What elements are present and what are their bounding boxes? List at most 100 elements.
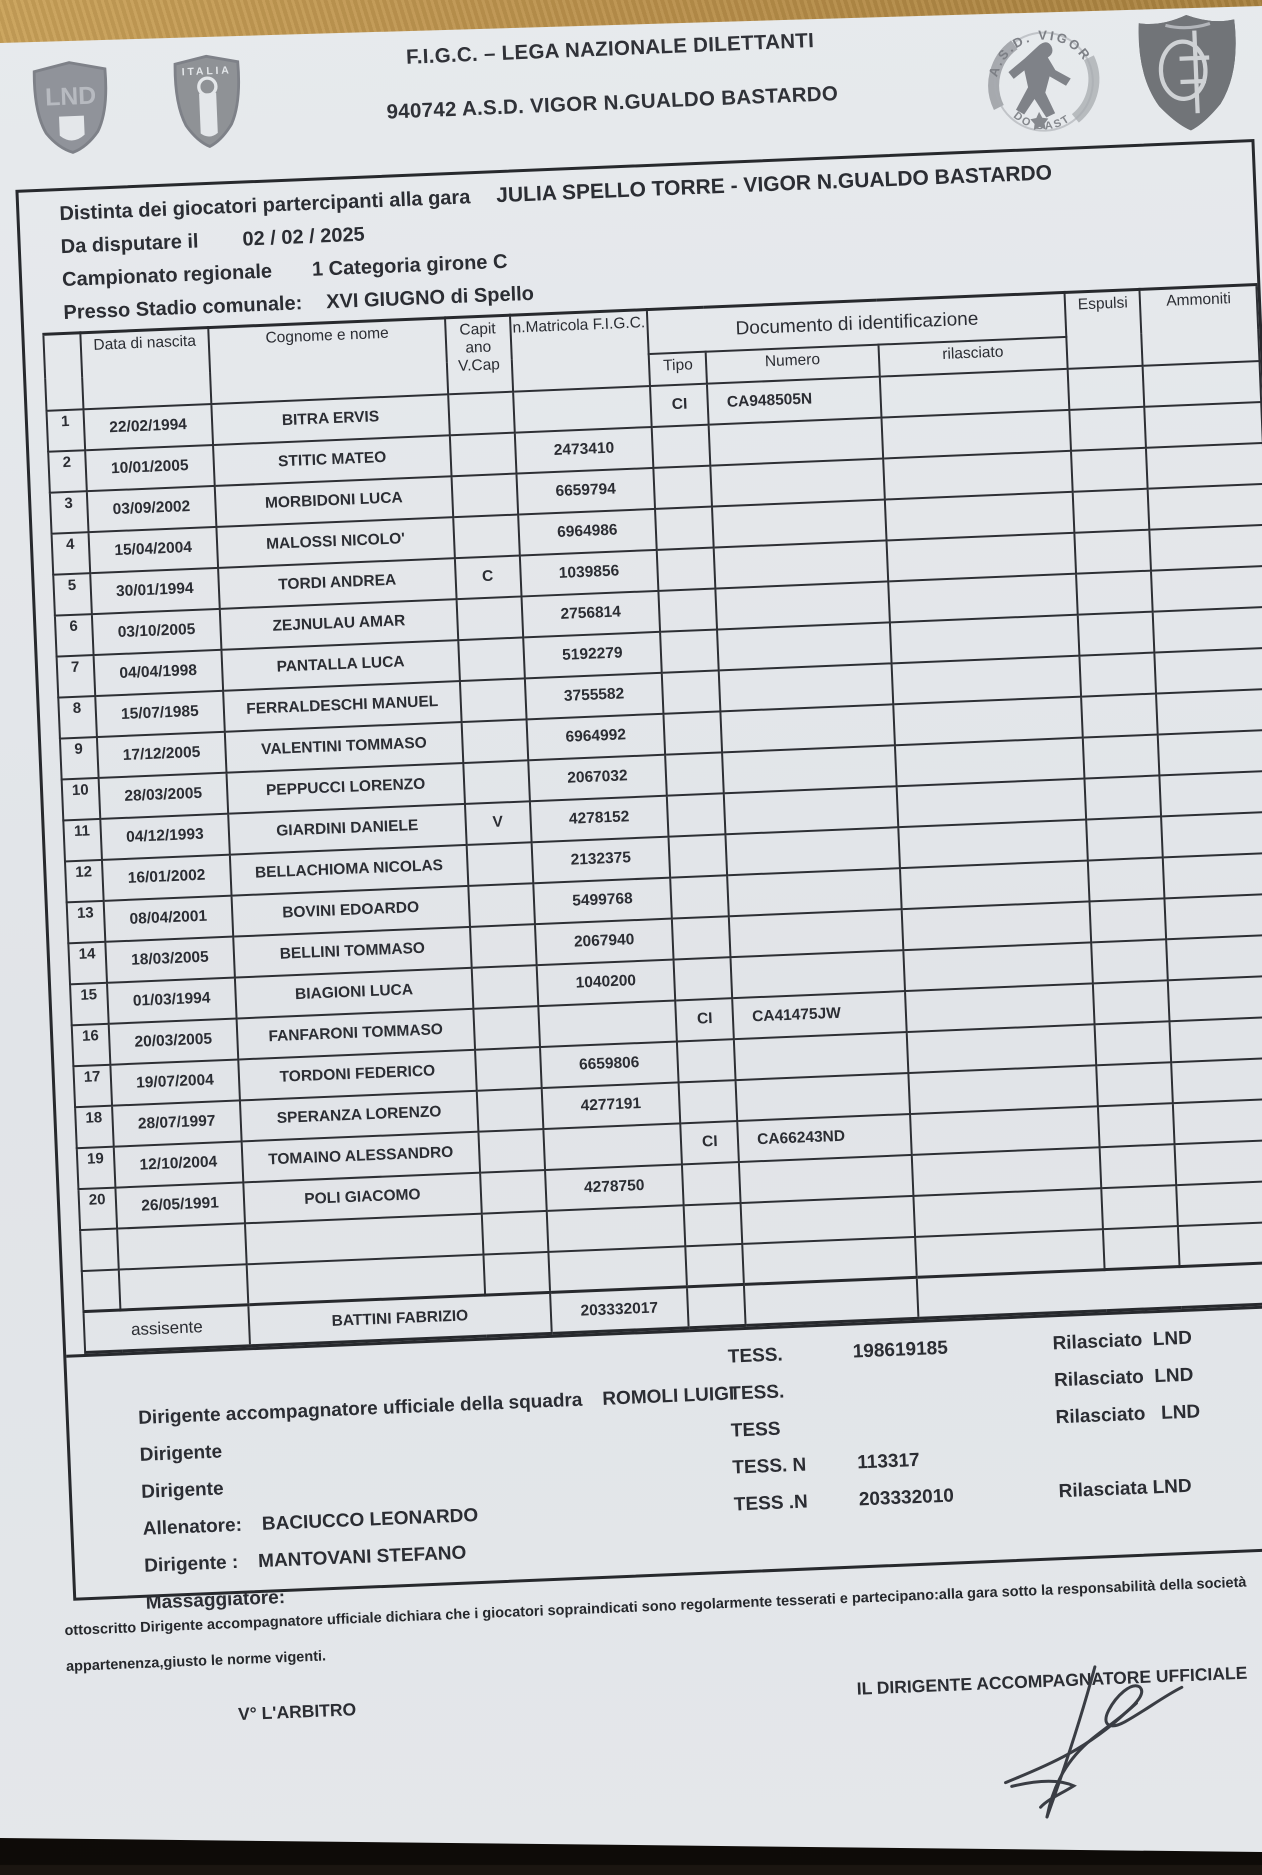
row-number: 19 bbox=[76, 1146, 115, 1189]
matricola-cell: 2067032 bbox=[527, 754, 668, 801]
birth-date-cell: 28/07/1997 bbox=[111, 1099, 242, 1147]
birth-date-cell: 10/01/2005 bbox=[84, 444, 215, 491]
handwritten-signature bbox=[1004, 1665, 1184, 1819]
doc-tipo-cell bbox=[682, 1161, 741, 1205]
espulsi-cell bbox=[1079, 652, 1157, 697]
birth-date-cell: 15/04/2004 bbox=[87, 526, 219, 573]
ammoniti-cell bbox=[1152, 606, 1262, 653]
doc-numero-cell bbox=[723, 785, 898, 834]
espulsi-cell bbox=[1096, 1061, 1174, 1106]
ammoniti-cell bbox=[1157, 729, 1262, 775]
row-number: 10 bbox=[61, 777, 100, 820]
captain-cell: C bbox=[454, 555, 521, 599]
birth-date-cell: 22/02/1994 bbox=[82, 403, 214, 450]
form-outer-box: Distinta dei giocatori partercipanti all… bbox=[15, 139, 1262, 1614]
birth-date-cell: 17/12/2005 bbox=[96, 731, 227, 778]
captain-cell bbox=[447, 391, 515, 435]
federation-titles: F.I.G.C. – LEGA NAZIONALE DILETTANTI 940… bbox=[244, 20, 979, 130]
birth-date-cell: 26/05/1991 bbox=[114, 1181, 246, 1229]
staff-tess-number: 203332010 bbox=[858, 1485, 955, 1511]
date-value: 02 / 02 / 2025 bbox=[242, 223, 366, 251]
matricola-cell: 2132375 bbox=[531, 836, 671, 883]
captain-cell bbox=[472, 1005, 540, 1050]
matricola-cell: 1039856 bbox=[519, 549, 659, 596]
row-number: 5 bbox=[53, 572, 92, 616]
matricola-cell: 4278750 bbox=[544, 1163, 685, 1211]
birth-date-cell: 12/10/2004 bbox=[113, 1140, 244, 1188]
row-number: 8 bbox=[58, 695, 97, 739]
staff-tess-label: TESS. bbox=[728, 1381, 785, 1405]
birth-date-cell: 03/09/2002 bbox=[86, 485, 217, 532]
doc-tipo-cell bbox=[657, 547, 716, 591]
doc-tipo-cell bbox=[678, 1079, 738, 1123]
ammoniti-cell bbox=[1176, 1179, 1262, 1226]
doc-numero-cell bbox=[734, 1031, 908, 1080]
ammoniti-cell bbox=[1173, 1097, 1262, 1144]
birth-date-cell: 15/07/1985 bbox=[94, 690, 226, 737]
staff-released-label: Rilasciato LND bbox=[1053, 1364, 1194, 1392]
ammoniti-cell bbox=[1156, 688, 1262, 734]
ammoniti-cell bbox=[1149, 524, 1262, 571]
birth-date-cell: 04/04/1998 bbox=[93, 649, 224, 696]
espulsi-cell bbox=[1084, 774, 1162, 820]
matricola-cell bbox=[546, 1204, 686, 1252]
figc-shield-logo bbox=[1138, 14, 1236, 131]
italia-shield-logo: ITALIA bbox=[173, 54, 241, 149]
captain-cell bbox=[466, 841, 533, 886]
col-header-birth: Data di nascita bbox=[79, 327, 212, 409]
row-number: 9 bbox=[59, 736, 99, 779]
assistant-doc-tipo-cell bbox=[687, 1284, 746, 1328]
captain-cell bbox=[457, 636, 525, 681]
referee-signature-label: V° L'ARBITRO bbox=[237, 1699, 357, 1725]
row-number: 6 bbox=[54, 613, 94, 657]
espulsi-cell bbox=[1094, 1020, 1172, 1065]
espulsi-cell bbox=[1086, 815, 1164, 860]
birth-date-cell bbox=[118, 1263, 249, 1311]
row-number: 20 bbox=[78, 1187, 117, 1230]
matricola-cell bbox=[537, 999, 678, 1047]
espulsi-cell bbox=[1077, 611, 1155, 656]
row-number: 3 bbox=[49, 490, 88, 534]
staff-tess-number: 113317 bbox=[856, 1449, 921, 1474]
championship-label: Campionato regionale bbox=[61, 260, 273, 292]
col-header-espulsi: Espulsi bbox=[1064, 289, 1143, 369]
staff-tess-label: TESS. bbox=[727, 1344, 784, 1368]
matricola-cell: 2473410 bbox=[514, 426, 654, 474]
doc-numero-cell bbox=[712, 499, 887, 548]
doc-tipo-cell: CI bbox=[675, 997, 735, 1041]
row-number: 15 bbox=[70, 982, 109, 1025]
doc-numero-cell bbox=[727, 867, 902, 916]
doc-numero-cell bbox=[730, 949, 905, 998]
staff-released-label: Rilasciata LND bbox=[1058, 1475, 1193, 1503]
players-table: Data di nascita Cognome e nome Capit ano… bbox=[42, 283, 1262, 1355]
captain-cell bbox=[452, 514, 520, 558]
matricola-cell: 2067940 bbox=[534, 918, 674, 965]
staff-tess-label: TESS .N bbox=[733, 1491, 809, 1516]
captain-cell: V bbox=[464, 800, 532, 845]
doc-numero-cell bbox=[735, 1072, 910, 1121]
staff-role-label: Massaggiatore: bbox=[145, 1587, 286, 1614]
lnd-shield-logo: LND bbox=[32, 61, 108, 154]
doc-tipo-cell bbox=[667, 792, 726, 837]
birth-date-cell: 01/03/1994 bbox=[106, 977, 237, 1024]
doc-numero-cell bbox=[710, 458, 885, 507]
doc-numero-cell bbox=[715, 580, 890, 629]
matricola-cell: 5192279 bbox=[522, 631, 663, 678]
birth-date-cell: 03/10/2005 bbox=[91, 608, 222, 655]
doc-tipo-cell bbox=[673, 956, 733, 1000]
birth-date-cell: 19/07/2004 bbox=[109, 1058, 241, 1106]
ammoniti-cell bbox=[1161, 811, 1262, 857]
form-content: LND ITALIA F.I.G.C. – LEGA NAZIONALE DIL… bbox=[10, 7, 1262, 1819]
matricola-cell bbox=[542, 1122, 683, 1170]
staff-tess-label: TESS. N bbox=[731, 1454, 807, 1479]
vigor-club-logo: A.S.D. VIGOR DO BAST bbox=[984, 25, 1100, 134]
col-header-name: Cognome e nome bbox=[208, 317, 448, 404]
doc-numero-cell bbox=[725, 826, 900, 875]
espulsi-cell bbox=[1089, 897, 1167, 942]
birth-date-cell: 16/01/2002 bbox=[101, 854, 232, 901]
doc-numero-cell bbox=[720, 703, 895, 752]
matricola-cell: 6964986 bbox=[517, 508, 658, 556]
row-number: 13 bbox=[66, 900, 105, 943]
captain-cell bbox=[449, 432, 516, 476]
doc-numero-cell bbox=[728, 908, 903, 957]
